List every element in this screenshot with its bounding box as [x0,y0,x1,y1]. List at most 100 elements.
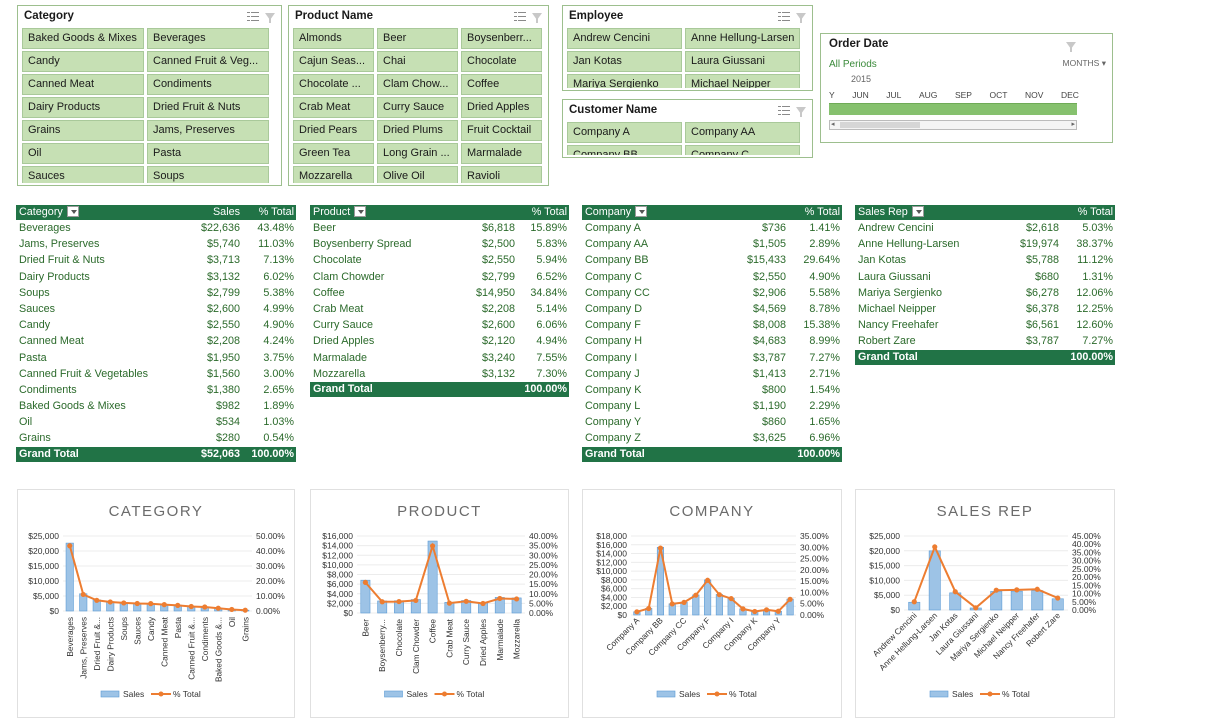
pivot-row[interactable]: Grains $280 0.54% [16,430,296,446]
pivot-row[interactable]: Company I $3,787 7.27% [582,350,842,366]
pivot-row[interactable]: Dried Fruit & Nuts $3,713 7.13% [16,252,296,268]
pivot-row[interactable]: Jan Kotas $5,788 11.12% [855,252,1115,268]
pivot-row[interactable]: Dairy Products $3,132 6.02% [16,269,296,285]
pivot-row[interactable]: Company Y $860 1.65% [582,414,842,430]
timeline-month[interactable]: NOV [1025,90,1044,100]
clear-filter-icon[interactable] [532,12,542,23]
filter-dropdown-icon[interactable] [911,205,924,217]
slicer-item[interactable]: Coffee [461,74,542,95]
slicer-item[interactable]: Dried Apples [461,97,542,118]
slicer-item[interactable]: Michael Neipper [685,74,800,88]
slicer-item[interactable]: Fruit Cocktail [461,120,542,141]
pivot-row[interactable]: Nancy Freehafer $6,561 12.60% [855,317,1115,333]
slicer-item[interactable]: Long Grain ... [377,143,458,164]
product-chart[interactable]: PRODUCT $0 $2,000 $4,000 $6,000 $8,000 $10,000… [310,489,569,718]
category-chart[interactable]: CATEGORY $0 $5,000 $10,000 $15,000 $20,000 $25… [17,489,295,718]
filter-dropdown-icon[interactable] [66,205,79,217]
slicer-item[interactable]: Green Tea [293,143,374,164]
pivot-row[interactable]: Marmalade $3,240 7.55% [310,350,569,366]
pivot-row[interactable]: Dried Apples $2,120 4.94% [310,333,569,349]
slicer-item[interactable]: Company C [685,145,800,155]
multi-select-icon[interactable] [778,11,790,21]
slicer-item[interactable]: Ravioli [461,166,542,183]
timeline-month[interactable]: JUN [852,90,869,100]
pivot-row[interactable]: Beverages $22,636 43.48% [16,220,296,236]
pivot-row[interactable]: Canned Meat $2,208 4.24% [16,333,296,349]
slicer-item[interactable]: Chocolate [461,51,542,72]
pivot-row[interactable]: Company F $8,008 15.38% [582,317,842,333]
timeline-month[interactable]: SEP [954,90,972,100]
pivot-row[interactable]: Company K $800 1.54% [582,382,842,398]
scroll-left-icon[interactable]: ◂ [831,121,835,128]
slicer-item[interactable]: Chai [377,51,458,72]
slicer-item[interactable]: Curry Sauce [377,97,458,118]
multi-select-icon[interactable] [514,11,526,21]
pivot-row[interactable]: Robert Zare $3,787 7.27% [855,333,1115,349]
timeline-month[interactable]: DEC [1060,90,1079,100]
slicer-item[interactable]: Chocolate ... [293,74,374,95]
slicer-item[interactable]: Dried Plums [377,120,458,141]
pivot-row[interactable]: Chocolate $2,550 5.94% [310,252,569,268]
pivot-row[interactable]: Oil $534 1.03% [16,414,296,430]
pivot-row[interactable]: Candy $2,550 4.90% [16,317,296,333]
slicer-item[interactable]: Dried Fruit & Nuts [147,97,269,118]
slicer-item[interactable]: Candy [22,51,144,72]
pivot-row[interactable]: Soups $2,799 5.38% [16,285,296,301]
slicer-item[interactable]: Company AA [685,122,800,143]
slicer-item[interactable]: Anne Hellung-Larsen [685,28,800,49]
filter-dropdown-icon[interactable] [635,205,648,217]
slicer-item[interactable]: Marmalade [461,143,542,164]
filter-dropdown-icon[interactable] [354,205,367,217]
slicer-item[interactable]: Baked Goods & Mixes [22,28,144,49]
pivot-row[interactable]: Company C $2,550 4.90% [582,269,842,285]
pivot-row[interactable]: Company D $4,569 8.78% [582,301,842,317]
slicer-item[interactable]: Beer [377,28,458,49]
pivot-row[interactable]: Mozzarella $3,132 7.30% [310,366,569,382]
employee-slicer[interactable]: Employee Andrew Cencini Anne Hellung-Lars… [562,5,813,91]
slicer-item[interactable]: Andrew Cencini [567,28,682,49]
sales-rep-chart[interactable]: SALES REP $0 $5,000 $10,000 $15,000 $20,000 $2… [855,489,1115,718]
pivot-row[interactable]: Crab Meat $2,208 5.14% [310,301,569,317]
multi-select-icon[interactable] [247,11,259,21]
time-level-dropdown[interactable]: MONTHS ▾ [1062,58,1106,68]
pivot-row[interactable]: Clam Chowder $2,799 6.52% [310,269,569,285]
slicer-item[interactable]: Cajun Seas... [293,51,374,72]
slicer-item[interactable]: Pasta [147,143,269,164]
pivot-row[interactable]: Company BB $15,433 29.64% [582,252,842,268]
pivot-row[interactable]: Boysenberry Spread $2,500 5.83% [310,236,569,252]
pivot-row[interactable]: Anne Hellung-Larsen $19,974 38.37% [855,236,1115,252]
slicer-item[interactable]: Dairy Products [22,97,144,118]
scroll-thumb[interactable] [840,122,920,128]
timeline-scrollbar[interactable]: ◂ ▸ [829,120,1077,130]
slicer-item[interactable]: Company A [567,122,682,143]
timeline-month[interactable]: Y [829,90,835,100]
pivot-row[interactable]: Company A $736 1.41% [582,220,842,236]
slicer-item[interactable]: Sauces [22,166,144,183]
slicer-item[interactable]: Jams, Preserves [147,120,269,141]
clear-filter-icon[interactable] [796,106,806,117]
pivot-row[interactable]: Beer $6,818 15.89% [310,220,569,236]
pivot-row[interactable]: Canned Fruit & Vegetables $1,560 3.00% [16,366,296,382]
timeline-month[interactable]: JUL [886,90,902,100]
slicer-item[interactable]: Mariya Sergienko [567,74,682,88]
pivot-row[interactable]: Michael Neipper $6,378 12.25% [855,301,1115,317]
pivot-row[interactable]: Andrew Cencini $2,618 5.03% [855,220,1115,236]
clear-filter-icon[interactable] [265,12,275,23]
slicer-item[interactable]: Clam Chow... [377,74,458,95]
slicer-item[interactable]: Canned Fruit & Veg... [147,51,269,72]
pivot-row[interactable]: Baked Goods & Mixes $982 1.89% [16,398,296,414]
pivot-row[interactable]: Pasta $1,950 3.75% [16,350,296,366]
slicer-item[interactable]: Condiments [147,74,269,95]
slicer-item[interactable]: Dried Pears [293,120,374,141]
timeline-selection-bar[interactable] [829,103,1077,115]
order-date-timeline[interactable]: Order Date All Periods MONTHS ▾ 2015 Y JU… [820,33,1113,143]
clear-filter-icon[interactable] [1066,42,1076,52]
pivot-row[interactable]: Company J $1,413 2.71% [582,366,842,382]
pivot-row[interactable]: Sauces $2,600 4.99% [16,301,296,317]
slicer-item[interactable]: Almonds [293,28,374,49]
company-chart[interactable]: COMPANY $0 $2,000 $4,000 $6,000 $8,000 $10,000… [582,489,842,718]
pivot-row[interactable]: Company H $4,683 8.99% [582,333,842,349]
category-slicer[interactable]: Category Baked Goods & Mixes Beverages Can… [17,5,282,186]
pivot-row[interactable]: Condiments $1,380 2.65% [16,382,296,398]
slicer-item[interactable]: Grains [22,120,144,141]
